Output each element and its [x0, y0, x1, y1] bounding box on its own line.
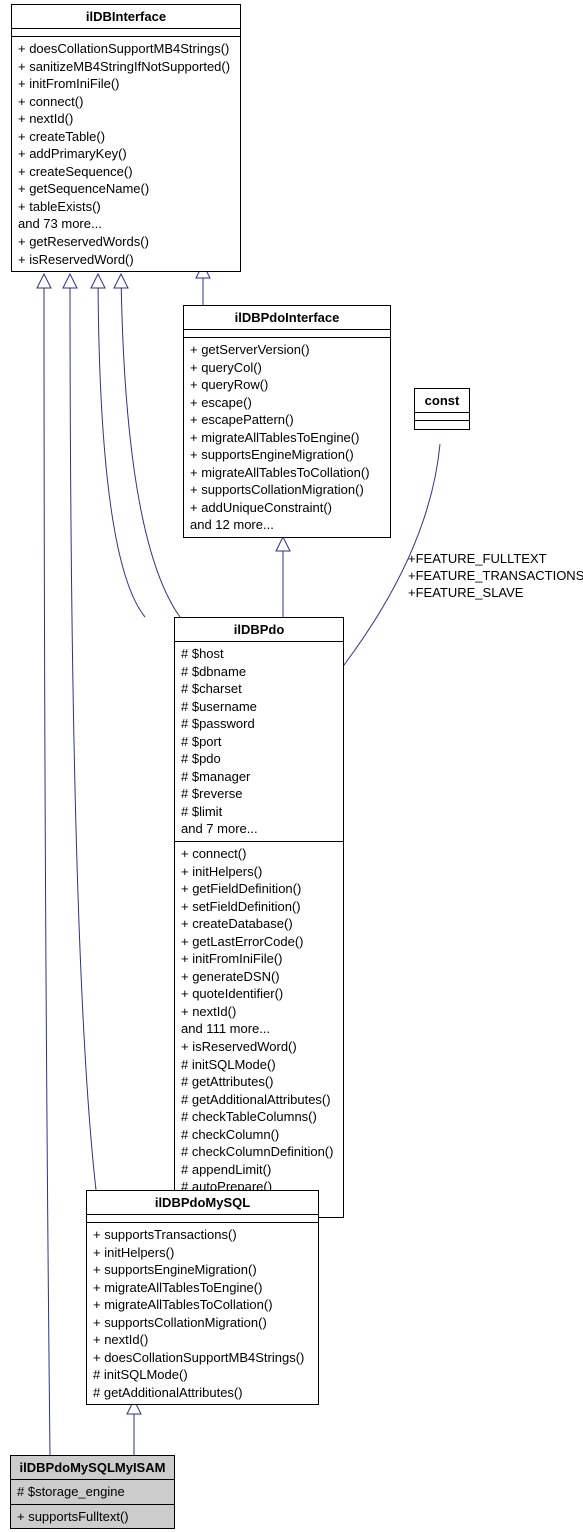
method: + nextId(): [93, 1331, 312, 1349]
method: + queryCol(): [190, 359, 384, 377]
method: + migrateAllTablesToEngine(): [190, 429, 384, 447]
method: and 73 more...: [18, 215, 234, 233]
method: + migrateAllTablesToCollation(): [93, 1296, 312, 1314]
method: + connect(): [18, 93, 234, 111]
method: + initHelpers(): [93, 1244, 312, 1262]
edge-label: +FEATURE_FULLTEXT+FEATURE_TRANSACTIONS+F…: [408, 551, 583, 602]
attrs-section: [12, 29, 240, 37]
method: # initSQLMode(): [181, 1056, 337, 1074]
method: + setFieldDefinition(): [181, 898, 337, 916]
attr: # $limit: [181, 803, 337, 821]
method: + getFieldDefinition(): [181, 880, 337, 898]
method: + migrateAllTablesToCollation(): [190, 464, 384, 482]
attr: # $password: [181, 715, 337, 733]
class-ilDBPdoMySQL[interactable]: ilDBPdoMySQL + supportsTransactions()+ in…: [86, 1190, 319, 1405]
method: + isReservedWord(): [181, 1038, 337, 1056]
attr: # $host: [181, 645, 337, 663]
attr: # $username: [181, 698, 337, 716]
method: + initFromIniFile(): [18, 75, 234, 93]
attr: # $manager: [181, 768, 337, 786]
method: + getServerVersion(): [190, 341, 384, 359]
attrs-section: [87, 1215, 318, 1223]
method: # getAdditionalAttributes(): [93, 1384, 312, 1402]
method: # appendLimit(): [181, 1161, 337, 1179]
method: + doesCollationSupportMB4Strings(): [93, 1349, 312, 1367]
method: + escape(): [190, 394, 384, 412]
edge-label-line: +FEATURE_FULLTEXT: [408, 551, 583, 568]
attr: # $pdo: [181, 750, 337, 768]
method: + nextId(): [181, 1003, 337, 1021]
method: + supportsTransactions(): [93, 1226, 312, 1244]
attr: # $dbname: [181, 663, 337, 681]
attr: # $charset: [181, 680, 337, 698]
method: and 111 more...: [181, 1020, 337, 1038]
method: + supportsCollationMigration(): [93, 1314, 312, 1332]
methods-section: [415, 421, 469, 429]
method: + tableExists(): [18, 198, 234, 216]
attr: # $reverse: [181, 785, 337, 803]
method: + migrateAllTablesToEngine(): [93, 1279, 312, 1297]
attrs-section: # $host# $dbname# $charset# $username# $…: [175, 642, 343, 842]
method: + generateDSN(): [181, 968, 337, 986]
method: + getSequenceName(): [18, 180, 234, 198]
method: + connect(): [181, 845, 337, 863]
method: + getReservedWords(): [18, 233, 234, 251]
attrs-section: [184, 330, 390, 338]
class-title: ilDBInterface: [12, 5, 240, 29]
attr: # $port: [181, 733, 337, 751]
class-title: ilDBPdoMySQL: [87, 1191, 318, 1215]
method: + initHelpers(): [181, 863, 337, 881]
class-title: ilDBPdoInterface: [184, 306, 390, 330]
edge-label-line: +FEATURE_TRANSACTIONS: [408, 568, 583, 585]
method: # getAdditionalAttributes(): [181, 1091, 337, 1109]
method: + addUniqueConstraint(): [190, 499, 384, 517]
method: + nextId(): [18, 110, 234, 128]
methods-section: + supportsTransactions()+ initHelpers()+…: [87, 1223, 318, 1404]
method: # checkColumnDefinition(): [181, 1143, 337, 1161]
method: + sanitizeMB4StringIfNotSupported(): [18, 58, 234, 76]
attrs-section: [415, 413, 469, 421]
method: + quoteIdentifier(): [181, 985, 337, 1003]
class-title: const: [415, 389, 469, 413]
method: # getAttributes(): [181, 1073, 337, 1091]
method: + doesCollationSupportMB4Strings(): [18, 40, 234, 58]
class-ilDBInterface[interactable]: ilDBInterface + doesCollationSupportMB4St…: [11, 4, 241, 272]
method: + createTable(): [18, 128, 234, 146]
method: + createDatabase(): [181, 915, 337, 933]
method: + escapePattern(): [190, 411, 384, 429]
class-ilDBPdoMySQLMyISAM[interactable]: ilDBPdoMySQLMyISAM # $storage_engine + sup…: [10, 1455, 175, 1529]
class-ilDBPdoInterface[interactable]: ilDBPdoInterface+ getServerVersion()+ qu…: [183, 305, 391, 538]
method: and 12 more...: [190, 516, 384, 534]
method: + supportsFulltext(): [17, 1508, 168, 1526]
class-title: ilDBPdoMySQLMyISAM: [11, 1456, 174, 1480]
method: + isReservedWord(): [18, 251, 234, 269]
attrs-section: # $storage_engine: [11, 1480, 174, 1505]
attr: and 7 more...: [181, 820, 337, 838]
method: + initFromIniFile(): [181, 950, 337, 968]
method: + getLastErrorCode(): [181, 933, 337, 951]
methods-section: + connect()+ initHelpers()+ getFieldDefi…: [175, 842, 343, 1216]
class-ilDBPdo[interactable]: ilDBPdo# $host# $dbname# $charset# $user…: [174, 617, 344, 1218]
method: # checkTableColumns(): [181, 1108, 337, 1126]
edge-label-line: +FEATURE_SLAVE: [408, 585, 583, 602]
methods-section: + getServerVersion()+ queryCol()+ queryR…: [184, 338, 390, 537]
method: # checkColumn(): [181, 1126, 337, 1144]
method: + addPrimaryKey(): [18, 145, 234, 163]
method: + supportsCollationMigration(): [190, 481, 384, 499]
method: + queryRow(): [190, 376, 384, 394]
attr: # $storage_engine: [17, 1483, 168, 1501]
class-title: ilDBPdo: [175, 618, 343, 642]
method: # initSQLMode(): [93, 1366, 312, 1384]
method: + createSequence(): [18, 163, 234, 181]
methods-section: + supportsFulltext(): [11, 1505, 174, 1529]
methods-section: + doesCollationSupportMB4Strings()+ sani…: [12, 37, 240, 271]
method: + supportsEngineMigration(): [93, 1261, 312, 1279]
method: + supportsEngineMigration(): [190, 446, 384, 464]
class-const[interactable]: const: [414, 388, 470, 430]
